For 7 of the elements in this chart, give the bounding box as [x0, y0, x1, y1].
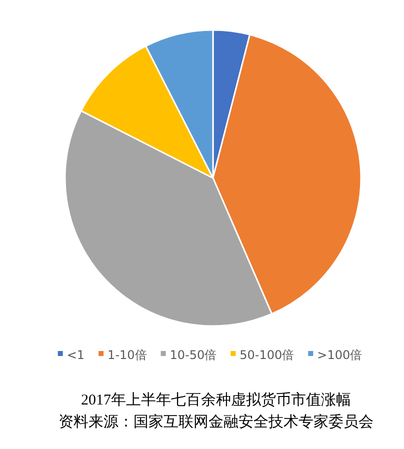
- legend-label: <1: [66, 348, 85, 362]
- legend-label: 10-50倍: [170, 348, 217, 362]
- text: 2017年上半年七百余种虚拟货币市值涨幅: [81, 391, 351, 408]
- legend-label: >100倍: [317, 348, 362, 362]
- text: 资料来源：国家互联网金融安全技术专家委员会: [58, 413, 374, 430]
- legend-label: 1-10倍: [108, 348, 147, 362]
- legend-label: 50-100倍: [240, 348, 294, 362]
